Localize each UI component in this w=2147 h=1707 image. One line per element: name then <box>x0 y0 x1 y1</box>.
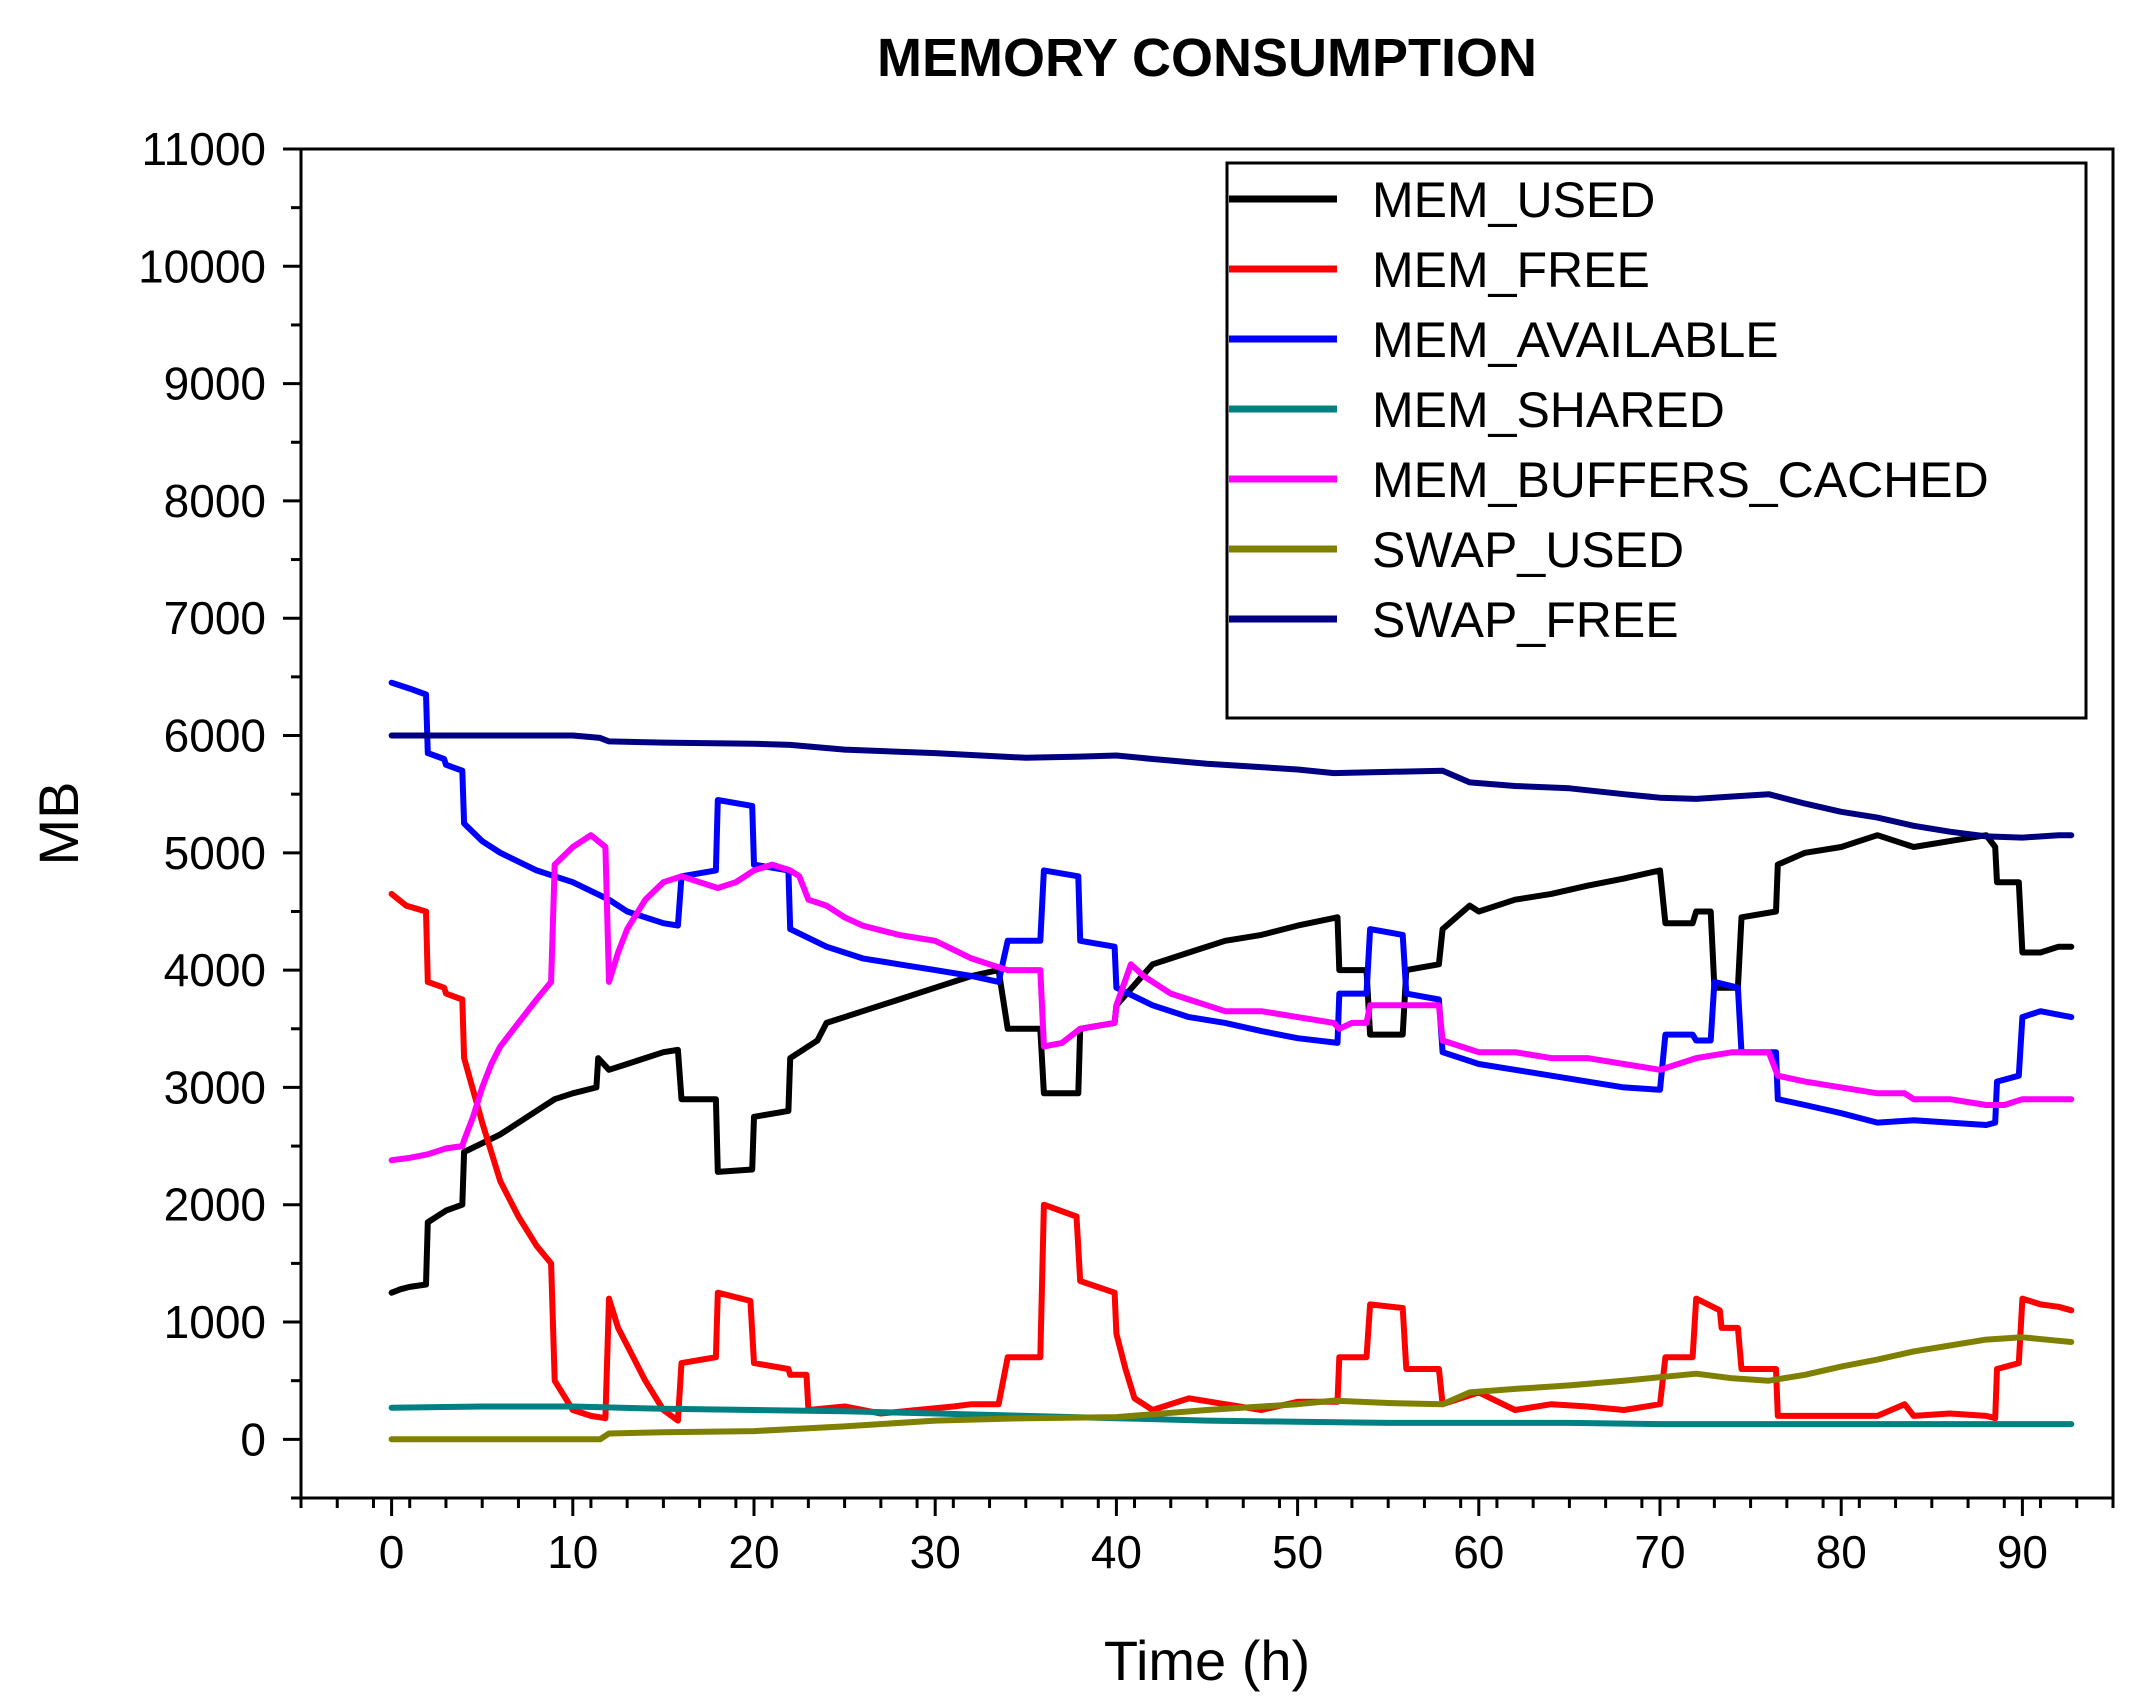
y-tick-label: 6000 <box>164 710 266 762</box>
legend-label-mem-buffers-cached: MEM_BUFFERS_CACHED <box>1372 452 1989 508</box>
legend-label-mem-shared: MEM_SHARED <box>1372 382 1725 438</box>
legend-label-swap-used: SWAP_USED <box>1372 522 1684 578</box>
x-tick-label: 70 <box>1634 1526 1685 1578</box>
x-tick-label: 10 <box>547 1526 598 1578</box>
y-tick-label: 10000 <box>138 240 266 292</box>
y-tick-label: 2000 <box>164 1179 266 1231</box>
x-tick-label: 20 <box>728 1526 779 1578</box>
x-tick-label: 40 <box>1091 1526 1142 1578</box>
y-tick-label: 4000 <box>164 944 266 996</box>
series-line-mem-free <box>388 890 2075 1424</box>
x-tick-label: 60 <box>1453 1526 1504 1578</box>
series-line-swap-free <box>388 732 2075 841</box>
legend-label-mem-available: MEM_AVAILABLE <box>1372 312 1779 368</box>
axes-layer: 0100020003000400050006000700080009000100… <box>138 123 2115 1578</box>
legend-label-mem-used: MEM_USED <box>1372 172 1655 228</box>
series-line-mem-buffers-cached <box>388 832 2075 1164</box>
series-line-mem-used <box>388 832 2075 1296</box>
x-tick-label: 50 <box>1272 1526 1323 1578</box>
y-tick-label: 0 <box>240 1413 266 1465</box>
y-tick-label: 1000 <box>164 1296 266 1348</box>
chart-title: MEMORY CONSUMPTION <box>877 28 1537 88</box>
legend-label-swap-free: SWAP_FREE <box>1372 592 1679 648</box>
y-tick-label: 9000 <box>164 358 266 410</box>
y-tick-label: 3000 <box>164 1061 266 1113</box>
y-tick-label: 5000 <box>164 827 266 879</box>
x-tick-label: 0 <box>379 1526 405 1578</box>
y-tick-label: 8000 <box>164 475 266 527</box>
series-line-swap-used <box>388 1334 2075 1443</box>
x-axis-title: Time (h) <box>1104 1629 1310 1692</box>
series-line-mem-available <box>388 679 2075 1128</box>
legend-label-mem-free: MEM_FREE <box>1372 242 1650 298</box>
y-axis-title: MB <box>27 782 90 866</box>
x-tick-label: 90 <box>1997 1526 2048 1578</box>
y-tick-label: 7000 <box>164 592 266 644</box>
legend: MEM_USED MEM_FREE MEM_AVAILABLE MEM_SHARED M… <box>1225 161 2088 720</box>
series-layer <box>388 679 2075 1443</box>
x-tick-label: 30 <box>910 1526 961 1578</box>
x-tick-label: 80 <box>1816 1526 1867 1578</box>
series-line-mem-shared <box>388 1403 2075 1428</box>
y-tick-label: 11000 <box>141 123 266 175</box>
legend-box <box>1225 161 2088 720</box>
